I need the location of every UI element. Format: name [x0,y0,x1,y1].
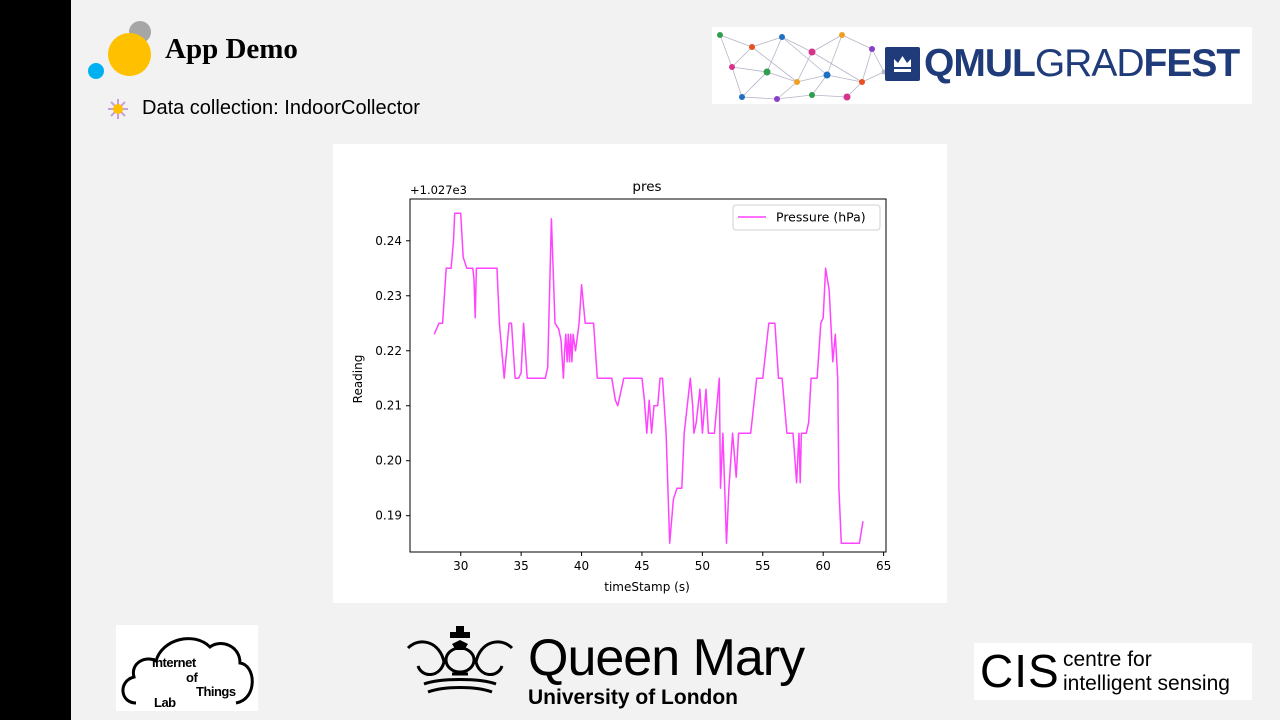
y-tick-label: 0.22 [375,344,402,358]
x-tick-label: 60 [816,559,831,573]
network-graphic [717,32,887,102]
iot-word-lab: Lab [154,695,176,710]
x-tick-label: 50 [695,559,710,573]
cis-line-1: centre for [1063,648,1152,671]
y-tick-label: 0.21 [375,399,402,413]
y-offset-label: +1.027e3 [410,183,467,197]
cis-line-2: intelligent sensing [1063,672,1230,695]
iot-word-internet: Internet [152,655,196,670]
cis-logo: CIS centre for intelligent sensing [974,643,1252,700]
y-axis-label: Reading [351,355,365,404]
qmul-gradfest-banner: QMULGRADFEST [712,27,1252,104]
cloud-icon [121,637,254,705]
queen-mary-name: Queen Mary [528,629,805,687]
x-tick-label: 65 [876,559,891,573]
y-tick-label: 0.24 [375,234,402,248]
queen-mary-logo: Queen Mary University of London [400,622,840,714]
x-tick-label: 45 [634,559,649,573]
chart-panel: pres +1.027e3 timeStamp (s) Reading 30 35… [333,144,947,603]
x-tick-label: 55 [755,559,770,573]
iot-word-of: of [186,670,198,685]
queen-mary-crest-icon [406,626,514,694]
cis-abbreviation: CIS [980,645,1060,697]
legend-label: Pressure (hPa) [776,210,866,225]
x-tick-label: 30 [453,559,468,573]
decor-circle-blue [88,63,104,79]
pressure-chart: pres +1.027e3 timeStamp (s) Reading 30 35… [351,179,891,594]
y-tick-label: 0.23 [375,289,402,303]
gradfest-wordmark: QMULGRADFEST [924,42,1240,85]
decor-circle-yellow [108,33,151,76]
bullet-text: Data collection: IndoorCollector [142,97,420,119]
y-tick-label: 0.19 [375,509,402,523]
x-tick-label: 35 [514,559,529,573]
x-axis-label: timeStamp (s) [604,580,690,594]
iot-lab-logo: Internet of Things Lab [116,625,258,711]
plot-frame [409,198,887,553]
queen-mary-subtitle: University of London [528,686,738,709]
crown-badge-icon [885,47,920,81]
y-tick-label: 0.20 [375,454,402,468]
star-bullet-icon [108,99,128,119]
x-tick-label: 40 [574,559,589,573]
series-line-pressure [433,212,864,544]
legend: Pressure (hPa) [732,204,881,231]
chart-title: pres [632,179,661,195]
left-dark-bar [0,0,71,720]
iot-word-things: Things [196,684,236,699]
slide-title: App Demo [165,33,298,65]
